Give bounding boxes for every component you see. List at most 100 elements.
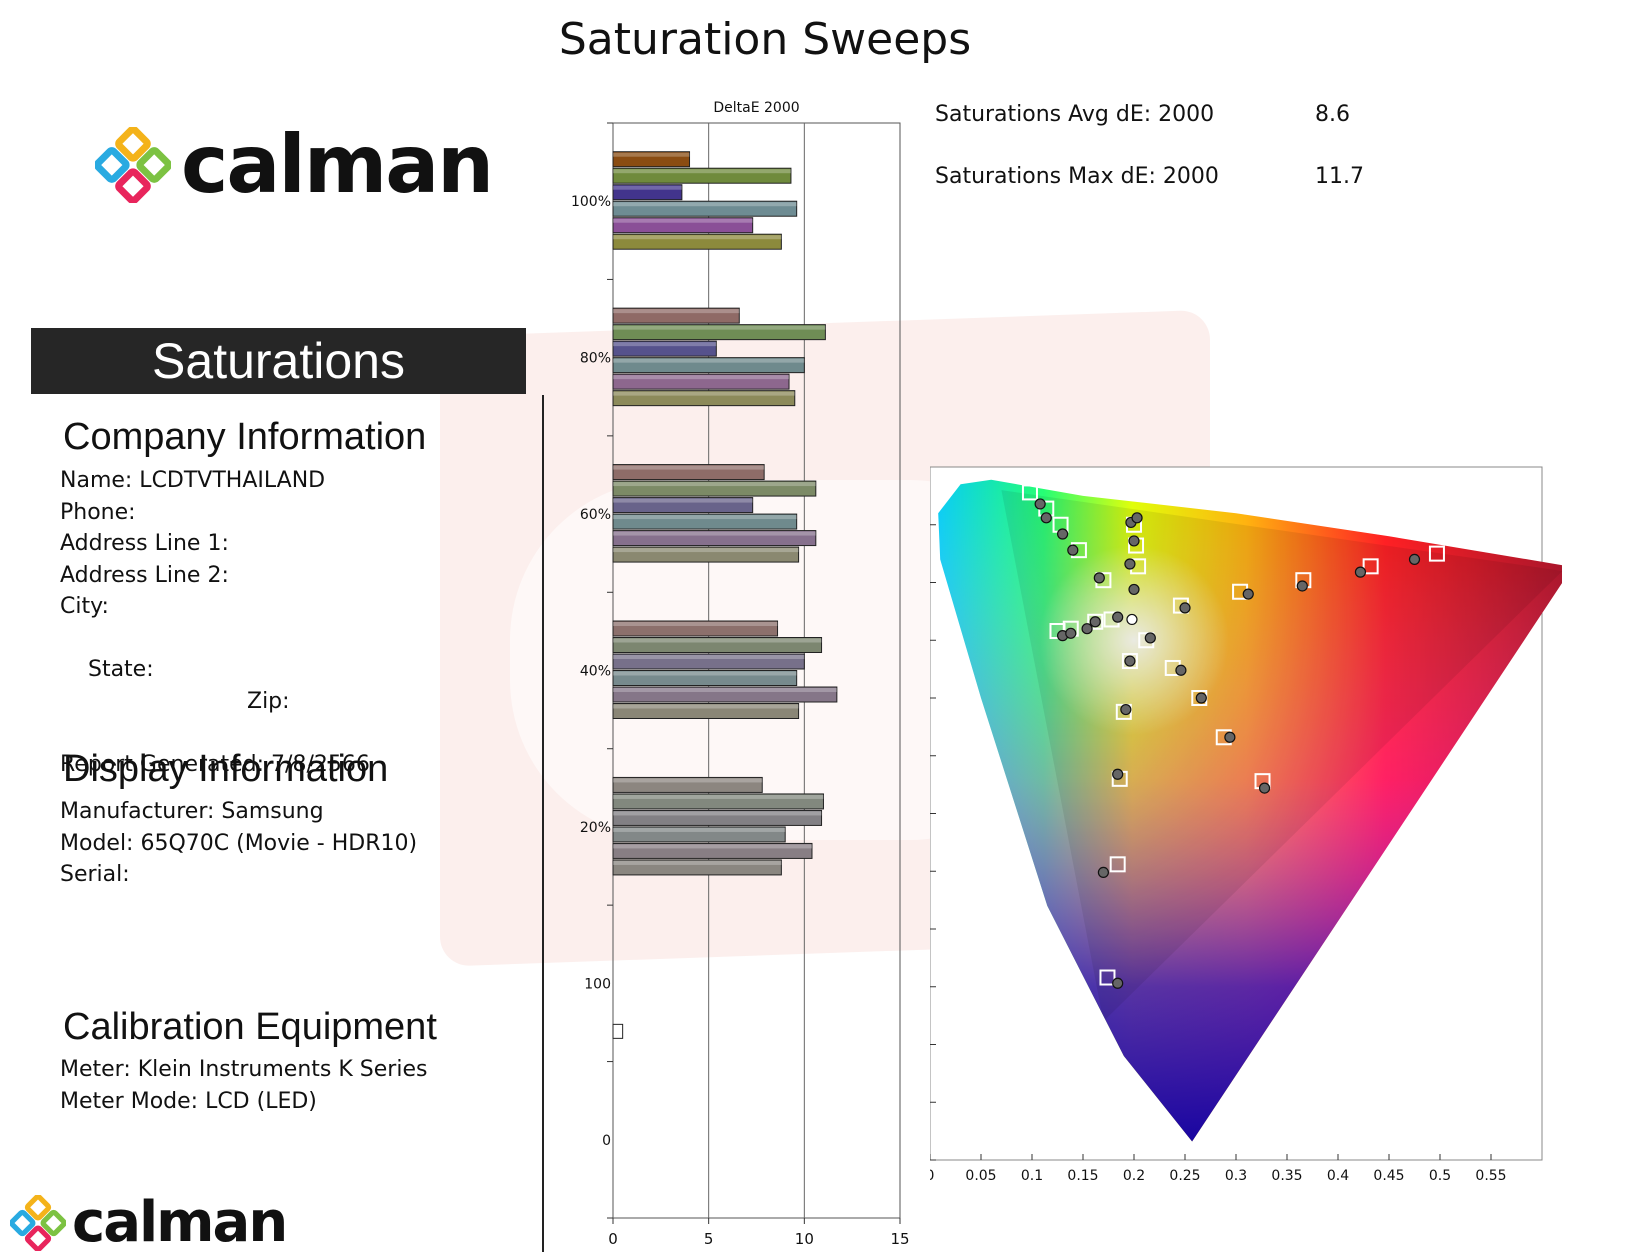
cie-measured-point — [1175, 664, 1187, 676]
avg-de-label: Saturations Avg dE: 2000 — [935, 102, 1215, 127]
cie-measured-point — [1089, 616, 1101, 628]
cie-x-tick-label: 0.45 — [1373, 1168, 1404, 1184]
report-generated: Report Generated: 7/8/2566 — [60, 751, 370, 777]
bar-x-tick-label: 5 — [704, 1230, 714, 1248]
calman-logo-icon — [10, 1194, 66, 1251]
calman-logo-icon — [95, 126, 171, 203]
bar-highlight — [613, 391, 795, 396]
cie-measured-point — [1040, 512, 1052, 524]
equipment-info: Meter: Klein Instruments K Series Meter … — [60, 1054, 427, 1117]
max-de-row: Saturations Max dE: 2000 11.7 — [935, 164, 1364, 189]
bar — [612, 233, 782, 250]
bar-highlight — [613, 309, 740, 314]
cie-measured-point — [1131, 512, 1143, 524]
cie-measured-point — [1065, 627, 1077, 639]
bar — [612, 842, 813, 859]
company-city: City: — [60, 594, 109, 619]
avg-de-value: 8.6 — [1315, 102, 1350, 127]
company-zip: Zip: — [247, 688, 290, 714]
bar — [612, 809, 823, 826]
calman-logo: calman — [95, 118, 494, 211]
bar-highlight — [613, 358, 805, 363]
bar-group-label: 40% — [580, 664, 611, 680]
cie-target-marker — [1109, 856, 1126, 873]
divider-line — [542, 395, 544, 1252]
bar-highlight — [613, 375, 790, 380]
bar-highlight — [613, 638, 822, 643]
cie-measured-point — [1224, 731, 1236, 743]
cie-measured-point — [1057, 528, 1069, 540]
calman-logo-bottom: calman — [10, 1190, 288, 1255]
display-heading: Display Information — [63, 748, 389, 790]
cie-chart: CIE 1976 u'v'00.050.10.150.20.250.30.350… — [930, 466, 1563, 1184]
bar-group-label: 80% — [580, 351, 611, 367]
section-banner: Saturations — [31, 328, 526, 394]
bar-highlight — [613, 688, 837, 692]
cie-x-tick-label: 0.5 — [1429, 1168, 1451, 1184]
bar-highlight — [613, 482, 816, 487]
bar-x-tick-label: 0 — [608, 1230, 618, 1248]
company-phone: Phone: — [60, 499, 136, 525]
cie-measured-point — [1067, 544, 1079, 556]
bar — [612, 793, 824, 810]
equipment-heading: Calibration Equipment — [63, 1006, 437, 1048]
page-title: Saturation Sweeps — [558, 14, 972, 65]
cie-measured-point — [1124, 655, 1136, 667]
bar — [612, 464, 765, 481]
equipment-meter: Meter: Klein Instruments K Series — [60, 1057, 428, 1082]
cie-measured-point — [1112, 768, 1124, 780]
bar-highlight — [613, 827, 786, 832]
bar-highlight — [613, 235, 782, 240]
bar-group-label: 100% — [571, 194, 611, 210]
bar — [612, 826, 786, 843]
cie-measured-point — [1093, 572, 1105, 584]
bar-highlight — [613, 498, 753, 503]
cie-measured-point — [1081, 623, 1093, 635]
bar — [612, 217, 754, 234]
cie-target-marker — [1021, 484, 1038, 501]
bar — [612, 776, 763, 793]
cie-measured-point — [1112, 611, 1124, 623]
bar — [612, 151, 691, 168]
bar-group-label: 60% — [580, 507, 611, 523]
cie-x-tick-label: 0.3 — [1225, 1168, 1247, 1184]
bar — [612, 167, 792, 184]
cie-x-tick-label: 0.1 — [1021, 1168, 1043, 1184]
bar — [612, 637, 823, 653]
cie-measured-point — [1144, 632, 1156, 644]
equipment-meter-mode: Meter Mode: LCD (LED) — [60, 1088, 317, 1114]
cie-measured-point — [1124, 558, 1136, 570]
bar-x-tick-label: 10 — [795, 1230, 814, 1248]
max-de-value: 11.7 — [1315, 164, 1364, 189]
display-model: Model: 65Q70C (Movie - HDR10) — [60, 830, 418, 856]
bar-chart-title: DeltaE 2000 — [713, 100, 799, 116]
bar-highlight — [613, 622, 778, 626]
bar-highlight — [613, 548, 799, 553]
cie-measured-point — [1097, 866, 1109, 879]
bar-marker — [612, 1023, 624, 1039]
cie-target-marker — [1428, 545, 1445, 562]
cie-x-tick-label: 0.2 — [1123, 1168, 1145, 1184]
bar-highlight — [613, 218, 753, 223]
cie-white-glow — [1039, 545, 1229, 736]
bar — [612, 670, 798, 686]
bar-highlight — [613, 185, 682, 190]
cie-target-marker — [1121, 653, 1138, 670]
bar-group-label: 20% — [580, 820, 611, 836]
bar-highlight — [613, 465, 765, 470]
company-address2: Address Line 2: — [60, 562, 229, 588]
display-manufacturer: Manufacturer: Samsung — [60, 799, 324, 824]
bar-highlight — [613, 778, 763, 783]
bar-highlight — [613, 515, 797, 520]
bar-highlight — [613, 342, 717, 347]
bar-highlight — [613, 531, 816, 536]
bar — [612, 686, 838, 703]
cie-measured-point — [1128, 535, 1140, 547]
cie-measured-point — [1195, 692, 1207, 704]
deltae-bar-chart: DeltaE 2000 0 5 10 15 100% 80% 60% 40% 20% 100 0 — [571, 100, 910, 1248]
bar-highlight — [613, 860, 782, 865]
bar — [612, 859, 782, 876]
cie-measured-point — [1179, 602, 1191, 614]
bar — [612, 497, 754, 514]
cie-target-triangle — [1001, 490, 1563, 1022]
